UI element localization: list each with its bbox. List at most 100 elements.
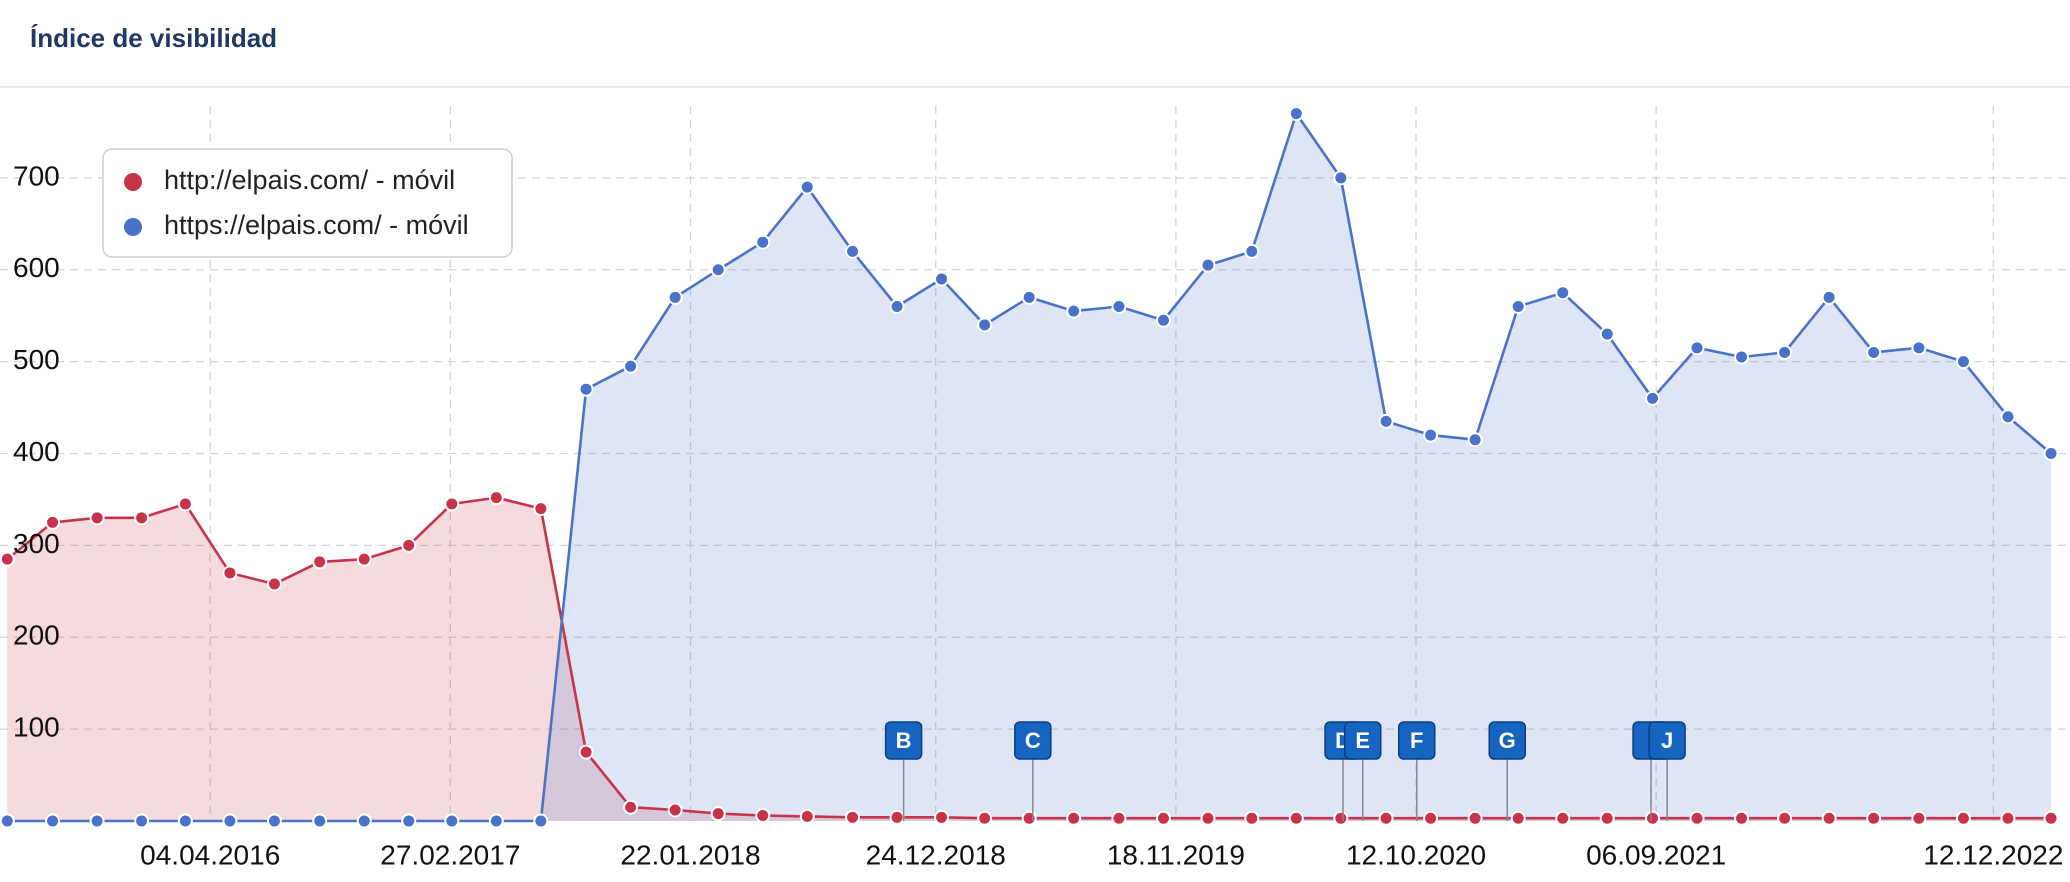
y-tick-label: 500 bbox=[13, 344, 60, 375]
data-point bbox=[1200, 257, 1216, 273]
data-point bbox=[1200, 810, 1216, 826]
data-point bbox=[266, 813, 282, 829]
data-point bbox=[710, 262, 726, 278]
y-tick-label: 600 bbox=[13, 252, 60, 283]
data-point bbox=[799, 179, 815, 195]
annotation-label: G bbox=[1499, 728, 1516, 753]
data-point bbox=[1821, 810, 1837, 826]
data-point bbox=[1689, 810, 1705, 826]
data-point bbox=[134, 510, 150, 526]
data-point bbox=[889, 809, 905, 825]
annotation-flag bbox=[1488, 721, 1526, 760]
data-point bbox=[444, 813, 460, 829]
data-point bbox=[667, 289, 683, 305]
data-point bbox=[533, 501, 549, 517]
data-point bbox=[1244, 810, 1260, 826]
data-point bbox=[488, 490, 504, 506]
data-point bbox=[1955, 354, 1971, 370]
legend: http://elpais.com/ - móvil https://elpais… bbox=[102, 148, 513, 258]
y-tick-label: 400 bbox=[13, 436, 60, 467]
data-point bbox=[356, 551, 372, 567]
data-point bbox=[1467, 432, 1483, 448]
legend-box bbox=[102, 148, 513, 258]
data-point bbox=[755, 234, 771, 250]
data-point bbox=[755, 807, 771, 823]
data-point bbox=[1599, 810, 1615, 826]
data-point bbox=[0, 813, 15, 829]
data-point bbox=[222, 565, 238, 581]
data-point bbox=[134, 813, 150, 829]
data-point bbox=[1155, 810, 1171, 826]
data-point bbox=[89, 813, 105, 829]
data-point bbox=[667, 802, 683, 818]
data-point bbox=[1423, 810, 1439, 826]
data-point bbox=[578, 381, 594, 397]
data-point bbox=[89, 510, 105, 526]
area-fill bbox=[7, 113, 2051, 822]
data-point bbox=[1555, 810, 1571, 826]
x-tick-label: 24.12.2018 bbox=[866, 839, 1006, 870]
x-tick-label: 27.02.2017 bbox=[380, 839, 520, 870]
annotation-label: F bbox=[1410, 728, 1423, 753]
x-tick-label: 12.10.2020 bbox=[1346, 839, 1486, 870]
data-point bbox=[934, 809, 950, 825]
annotation-flag bbox=[884, 721, 923, 760]
data-point bbox=[2043, 810, 2059, 826]
data-point bbox=[1555, 285, 1571, 301]
data-point bbox=[977, 810, 993, 826]
legend-marker bbox=[124, 173, 142, 191]
data-point bbox=[1111, 810, 1127, 826]
data-point bbox=[1510, 299, 1526, 314]
data-point bbox=[1510, 810, 1526, 826]
area-fill bbox=[7, 497, 2051, 821]
data-point bbox=[2000, 810, 2016, 826]
data-point bbox=[1333, 810, 1349, 826]
data-point bbox=[1734, 349, 1750, 365]
data-point bbox=[444, 496, 460, 512]
y-tick-label: 300 bbox=[13, 528, 60, 559]
data-point bbox=[1021, 289, 1037, 305]
data-point bbox=[401, 537, 417, 553]
data-point bbox=[533, 813, 549, 829]
data-point bbox=[2043, 446, 2059, 461]
data-point bbox=[1378, 413, 1394, 429]
data-point bbox=[710, 806, 726, 822]
data-point bbox=[1689, 340, 1705, 356]
data-point bbox=[1866, 344, 1882, 360]
data-point bbox=[266, 576, 282, 592]
data-point bbox=[356, 813, 372, 829]
y-tick-label: 100 bbox=[13, 712, 60, 743]
data-point bbox=[45, 813, 61, 829]
data-point bbox=[623, 799, 639, 815]
data-point bbox=[845, 243, 861, 259]
data-point bbox=[1378, 810, 1394, 826]
data-point bbox=[45, 514, 61, 530]
data-point bbox=[401, 813, 417, 829]
y-tick-label: 700 bbox=[13, 160, 60, 191]
annotation-label: E bbox=[1355, 728, 1370, 753]
data-point bbox=[222, 813, 238, 829]
x-tick-label: 18.11.2019 bbox=[1107, 839, 1245, 870]
data-point bbox=[1288, 106, 1304, 122]
annotation-label: J bbox=[1661, 728, 1673, 753]
annotation-flag bbox=[1343, 721, 1382, 760]
legend-label: http://elpais.com/ - móvil bbox=[164, 165, 455, 195]
data-point bbox=[177, 496, 193, 512]
annotation-label: B bbox=[896, 728, 912, 753]
data-point bbox=[578, 744, 594, 760]
x-tick-label: 06.09.2021 bbox=[1586, 839, 1726, 870]
annotation-label: C bbox=[1025, 728, 1041, 753]
data-point bbox=[1866, 810, 1882, 826]
legend-label: https://elpais.com/ - móvil bbox=[164, 210, 469, 240]
annotation-flag bbox=[1014, 721, 1052, 760]
data-point bbox=[1777, 344, 1793, 360]
annotation-flag bbox=[1648, 721, 1686, 760]
data-point bbox=[977, 317, 993, 333]
data-point bbox=[1021, 810, 1037, 826]
chart-title: Índice de visibilidad bbox=[30, 23, 277, 53]
data-point bbox=[488, 813, 504, 829]
legend-marker bbox=[124, 218, 142, 236]
data-point bbox=[1066, 810, 1082, 826]
